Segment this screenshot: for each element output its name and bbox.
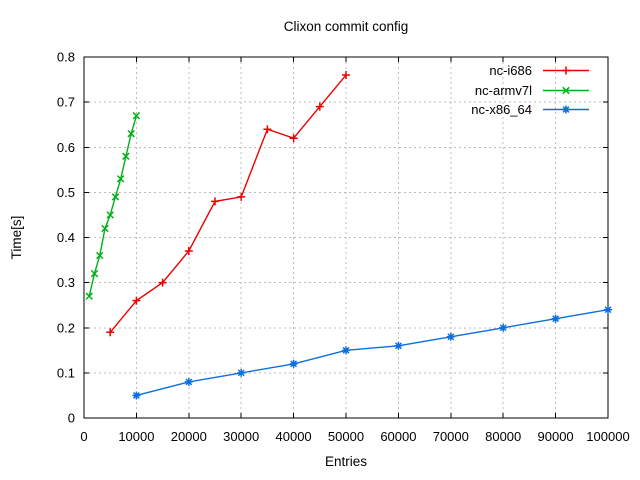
svg-text:90000: 90000 (538, 429, 574, 444)
legend-line-cross-icon (543, 86, 589, 94)
svg-text:40000: 40000 (276, 429, 312, 444)
svg-text:0: 0 (80, 429, 87, 444)
svg-text:20000: 20000 (171, 429, 207, 444)
legend-line-asterisk-icon (543, 105, 589, 114)
legend: nc-i686 nc-armv7l nc-x86_64 (471, 61, 590, 120)
svg-text:50000: 50000 (328, 429, 364, 444)
svg-text:0.2: 0.2 (57, 320, 75, 335)
legend-entry-nc-i686: nc-i686 (471, 61, 590, 81)
svg-text:70000: 70000 (433, 429, 469, 444)
svg-text:0.4: 0.4 (57, 230, 75, 245)
legend-entry-nc-armv7l: nc-armv7l (471, 81, 590, 101)
svg-text:10000: 10000 (118, 429, 154, 444)
svg-text:0.7: 0.7 (57, 95, 75, 110)
svg-text:30000: 30000 (223, 429, 259, 444)
svg-text:0.8: 0.8 (57, 50, 75, 65)
svg-text:100000: 100000 (586, 429, 629, 444)
svg-text:0.1: 0.1 (57, 365, 75, 380)
svg-text:0.6: 0.6 (57, 140, 75, 155)
svg-text:0.3: 0.3 (57, 275, 75, 290)
svg-text:80000: 80000 (485, 429, 521, 444)
svg-text:0: 0 (68, 411, 75, 426)
chart-title: Clixon commit config (283, 19, 409, 34)
y-axis-title: Time[s] (9, 215, 24, 260)
svg-text:0.5: 0.5 (57, 185, 75, 200)
svg-text:60000: 60000 (380, 429, 416, 444)
legend-entry-nc-x86_64: nc-x86_64 (471, 100, 590, 120)
legend-label-nc-x86_64: nc-x86_64 (471, 102, 532, 118)
legend-label-nc-armv7l: nc-armv7l (474, 82, 532, 98)
legend-label-nc-i686: nc-i686 (489, 63, 532, 79)
x-axis-title: Entries (324, 454, 368, 469)
legend-line-plus-icon (543, 66, 589, 75)
